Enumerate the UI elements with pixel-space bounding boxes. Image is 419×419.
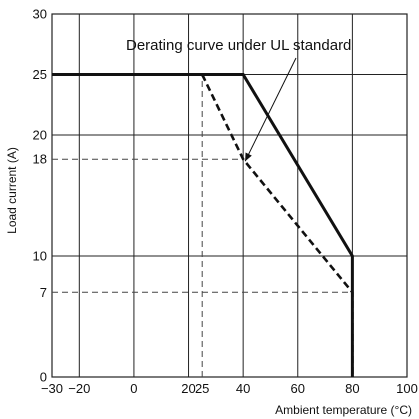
- x-tick-label: −30: [41, 381, 63, 396]
- x-tick-label: −20: [68, 381, 90, 396]
- annotation-arrow-line: [244, 57, 297, 162]
- y-tick-label: 18: [33, 152, 47, 167]
- y-tick-label: 7: [40, 285, 47, 300]
- annotations: Derating curve under UL standard: [126, 37, 351, 162]
- x-tick-label: 100: [396, 381, 418, 396]
- series: [52, 73, 354, 377]
- x-tick-label: 25: [195, 381, 209, 396]
- x-axis-label: Ambient temperature (°C): [275, 403, 412, 417]
- x-tick-label: 20: [181, 381, 195, 396]
- x-tick-label: 0: [130, 381, 137, 396]
- y-tick-label: 30: [33, 7, 47, 22]
- reference-lines: [52, 74, 353, 377]
- ul-derating-curve: [201, 73, 354, 377]
- y-tick-label: 20: [33, 128, 47, 143]
- x-tick-label: 80: [345, 381, 359, 396]
- y-tick-label: 25: [33, 67, 47, 82]
- y-tick-label: 10: [33, 249, 47, 264]
- x-tick-label: 60: [291, 381, 305, 396]
- y-tick-label: 0: [40, 370, 47, 385]
- y-axis-label: Load current (A): [5, 147, 19, 234]
- annotation-arrowhead: [245, 152, 252, 162]
- x-tick-label: 40: [236, 381, 250, 396]
- annotation-label: Derating curve under UL standard: [126, 37, 351, 54]
